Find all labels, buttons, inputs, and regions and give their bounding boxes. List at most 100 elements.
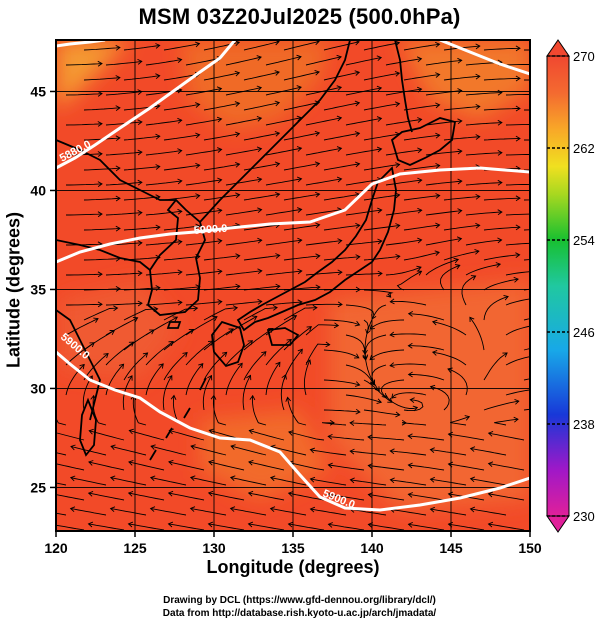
contour-5900-north (56, 166, 530, 264)
streamline-arrowhead (256, 176, 263, 183)
streamline (243, 351, 267, 381)
streamline (105, 91, 142, 96)
streamline (123, 75, 160, 81)
streamline (363, 319, 369, 355)
streamline (163, 134, 200, 141)
streamline-arrowhead (309, 506, 316, 513)
geopotential-contours (56, 40, 530, 512)
streamline (243, 41, 280, 51)
streamline-arrowhead (150, 444, 156, 450)
streamline-arrowhead (538, 269, 542, 274)
streamline-arrowhead (234, 70, 241, 77)
streamline (323, 256, 360, 261)
colorbar-tick-label: 262 (573, 141, 595, 156)
streamline (185, 148, 222, 156)
colorbar-top-arrow (546, 39, 570, 57)
streamline-arrowhead (497, 89, 503, 96)
streamline (488, 432, 525, 441)
streamline (323, 71, 360, 81)
streamline-arrowhead (354, 381, 361, 387)
streamline (443, 75, 480, 81)
streamline (305, 303, 343, 306)
streamline-arrowhead (170, 394, 177, 400)
streamline (225, 239, 262, 246)
streamline-arrowhead (297, 268, 303, 275)
streamline-arrowhead (515, 135, 521, 142)
streamline (56, 432, 85, 441)
streamline-arrowhead (329, 419, 335, 426)
streamline (403, 104, 440, 111)
streamline-arrowhead (137, 119, 143, 126)
china-coast (56, 139, 176, 421)
streamline-arrowhead (431, 319, 438, 326)
streamline-arrowhead (469, 316, 475, 323)
streamline-arrowhead (281, 374, 287, 380)
streamline (328, 523, 365, 531)
streamline-arrowhead (51, 396, 56, 400)
streamline (345, 178, 382, 186)
streamline (225, 178, 262, 186)
streamline-arrowhead (314, 161, 321, 168)
streamline-arrowhead (389, 477, 395, 484)
streamline (323, 193, 360, 201)
streamline (225, 270, 262, 276)
streamline-arrowhead (469, 506, 476, 513)
streamline (385, 179, 422, 186)
streamline (323, 409, 360, 413)
streamline (185, 316, 218, 336)
streamline-arrowhead (272, 305, 278, 311)
streamline-arrowhead (168, 459, 174, 466)
streamline (323, 319, 360, 326)
streamline (145, 341, 174, 366)
streamline (363, 349, 375, 385)
streamline-arrowhead (349, 448, 355, 455)
streamline (310, 478, 347, 486)
streamline-arrowhead (297, 207, 303, 213)
streamline-arrowhead (389, 362, 395, 368)
streamline-arrowhead (327, 433, 333, 440)
streamline (390, 333, 427, 336)
streamline-arrowhead (389, 298, 395, 305)
contour-ne (439, 40, 530, 76)
streamline (403, 224, 440, 231)
streamline (483, 278, 519, 291)
streamline-arrowhead (377, 238, 383, 245)
streamline (425, 258, 459, 276)
streamline (430, 449, 467, 456)
streamline-arrowhead (257, 268, 263, 275)
streamline (65, 123, 103, 126)
streamline-arrowhead (97, 151, 103, 157)
streamline (350, 450, 387, 456)
streamline (265, 239, 302, 246)
streamline-arrowhead (127, 521, 134, 528)
streamline-arrowhead (288, 430, 294, 436)
streamline (505, 94, 530, 96)
streamline (56, 524, 85, 531)
streamline (345, 209, 382, 216)
streamline (283, 193, 320, 201)
streamline (65, 63, 103, 66)
taiwan-coast (79, 397, 97, 457)
streamline (185, 340, 214, 366)
streamline-arrowhead (69, 475, 76, 482)
streamline (403, 251, 440, 261)
streamline-arrowhead (285, 396, 292, 402)
streamline-arrowhead (389, 448, 395, 455)
streamline-arrowhead (515, 224, 521, 231)
streamline-arrowhead (515, 195, 521, 202)
streamline-arrowhead (137, 270, 143, 277)
streamline-arrowhead (487, 491, 494, 498)
streamline (185, 57, 222, 66)
streamline (190, 476, 227, 486)
streamline (225, 340, 253, 366)
streamline (283, 101, 320, 111)
streamline (408, 493, 445, 501)
streamline-arrowhead (407, 462, 413, 469)
streamline-arrowhead (256, 55, 262, 61)
streamline (270, 508, 307, 516)
streamline-arrowhead (297, 237, 303, 244)
streamline-arrowhead (274, 130, 281, 137)
streamline-arrowhead (537, 386, 541, 391)
streamline-arrowhead (469, 476, 476, 483)
streamline (350, 508, 387, 516)
